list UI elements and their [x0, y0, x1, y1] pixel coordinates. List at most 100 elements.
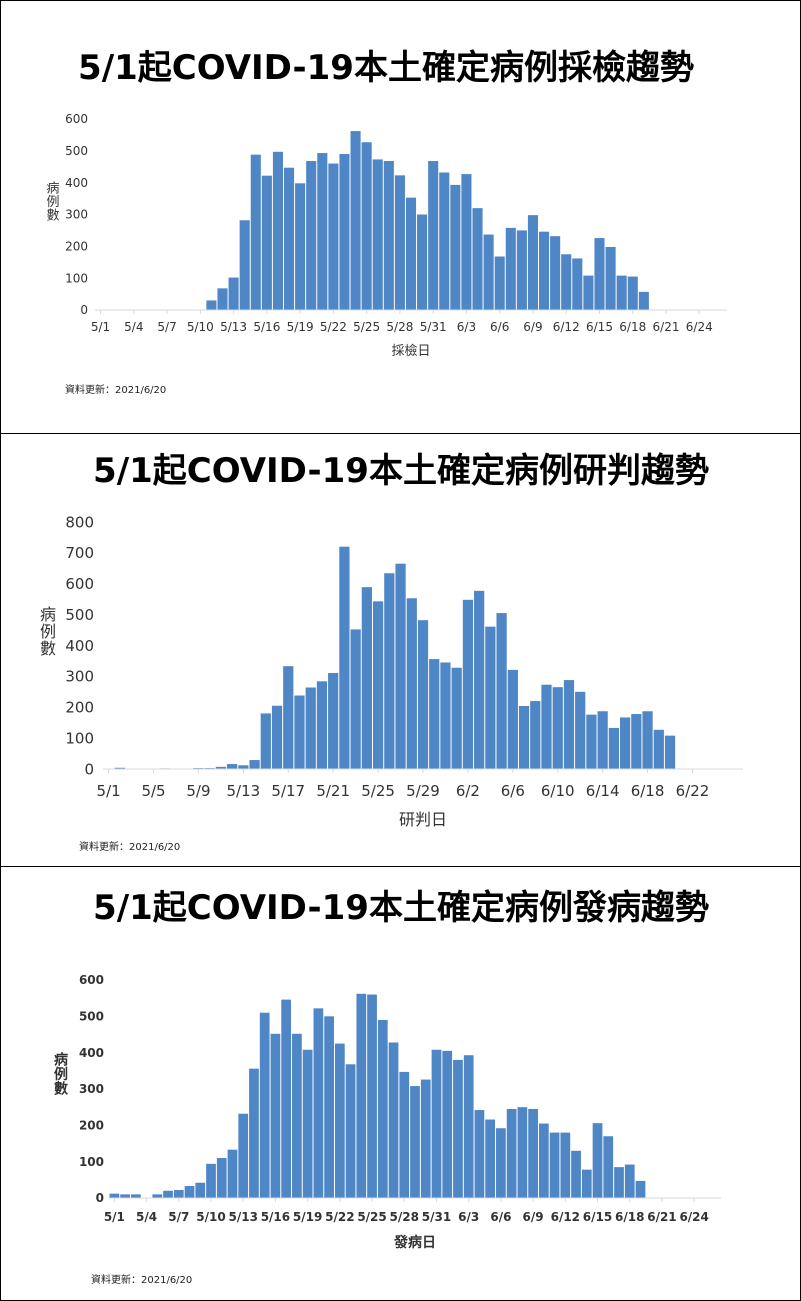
bar [440, 662, 451, 769]
x-tick-label: 5/16 [261, 1210, 290, 1224]
bar [653, 729, 664, 769]
bar [339, 154, 350, 310]
bar [549, 1132, 560, 1198]
bar [249, 1068, 259, 1198]
bar [302, 1049, 313, 1198]
bar [505, 227, 516, 310]
bar [605, 246, 616, 310]
bar [530, 701, 541, 769]
bar [417, 214, 428, 310]
y-tick-label: 300 [79, 1082, 104, 1096]
bar [616, 275, 627, 310]
data-update-note: 資料更新：2021/6/20 [79, 840, 180, 853]
y-tick-label: 300 [65, 668, 94, 686]
bar [324, 1016, 334, 1198]
x-tick-label: 5/13 [220, 320, 247, 334]
bar [552, 687, 563, 769]
y-axis-title: 病例數 [54, 1051, 68, 1097]
x-tick-label: 6/14 [586, 782, 620, 800]
x-tick-label: 6/24 [686, 320, 713, 334]
y-tick-label: 100 [65, 729, 94, 747]
bar [173, 1190, 184, 1198]
bar [420, 1079, 431, 1198]
bar [206, 1163, 216, 1198]
bar [345, 1064, 356, 1198]
bar [614, 1167, 624, 1198]
y-tick-label: 400 [79, 1046, 104, 1060]
x-tick-label: 6/6 [490, 320, 509, 334]
x-tick-label: 6/22 [676, 782, 710, 800]
bar [271, 705, 283, 769]
bar [597, 711, 608, 769]
chart-svg-diagnosis: 5/1起COVID-19本土確定病例研判趨勢 0 100 200 300 400 500 60… [40, 451, 743, 853]
y-tick-label: 100 [79, 1155, 104, 1169]
x-tick-label: 5/7 [157, 320, 176, 334]
bar [130, 1194, 141, 1198]
x-tick-label: 6/15 [586, 320, 613, 334]
y-tick-label: 200 [65, 240, 88, 254]
bar [594, 238, 605, 310]
bar [575, 691, 586, 769]
x-tick-label: 5/29 [406, 782, 440, 800]
bar [328, 163, 339, 310]
bar [395, 563, 406, 769]
bar [517, 1107, 528, 1198]
bar [631, 714, 642, 769]
bar [453, 1059, 463, 1198]
bar [216, 1158, 227, 1198]
y-tick-label: 500 [79, 1010, 104, 1024]
chart-title: 5/1起COVID-19本土確定病例發病趨勢 [93, 888, 709, 928]
x-tick-label: 5/13 [228, 1210, 257, 1224]
bar [496, 613, 507, 769]
bar [642, 711, 653, 769]
x-tick-label: 5/13 [227, 782, 261, 800]
x-tick-label: 5/25 [353, 320, 380, 334]
chart-panel-onset: 5/1起COVID-19本土確定病例發病趨勢 0 100 200 300 400 500 60… [0, 866, 801, 1301]
y-tick-label: 500 [65, 606, 94, 624]
x-tick-label: 5/1 [104, 1210, 125, 1224]
chart-svg-sampling: 5/1起COVID-19本土確定病例採檢趨勢 0 100 200 300 400 500 60… [46, 48, 727, 396]
x-tick-label: 6/21 [647, 1210, 676, 1224]
bar [550, 236, 561, 310]
bar [227, 1149, 238, 1198]
bar [431, 1049, 442, 1198]
bar [581, 1169, 592, 1198]
bar [528, 1108, 538, 1198]
x-tick-label: 5/28 [386, 320, 413, 334]
bar [217, 288, 228, 310]
data-update-note: 資料更新：2021/6/20 [91, 1273, 192, 1286]
y-tick-label: 600 [79, 973, 104, 987]
x-tick-label: 5/5 [141, 782, 165, 800]
bar [394, 175, 405, 310]
x-tick-label: 5/17 [271, 782, 305, 800]
bar [506, 1108, 517, 1198]
bar [410, 1086, 420, 1198]
bar [560, 1132, 571, 1198]
x-tick-label: 5/31 [420, 320, 447, 334]
bar [356, 993, 367, 1198]
bar [313, 1008, 324, 1198]
x-tick-label: 6/6 [501, 782, 525, 800]
y-tick-label: 100 [65, 271, 88, 285]
x-tick-label: 5/22 [325, 1210, 354, 1224]
y-tick-label: 400 [65, 176, 88, 190]
bar [483, 234, 494, 310]
x-tick-label: 6/12 [553, 320, 580, 334]
bar [184, 1186, 195, 1198]
x-tick-label: 5/25 [361, 782, 395, 800]
bar [451, 667, 462, 769]
x-tick-label: 5/1 [97, 782, 121, 800]
bar [377, 1019, 388, 1198]
bar [195, 1182, 206, 1198]
bar [250, 154, 261, 310]
bar [283, 167, 295, 310]
bar [259, 1012, 270, 1198]
bar [474, 590, 485, 769]
bar [367, 994, 377, 1198]
x-tick-label: 6/3 [457, 320, 476, 334]
bar [461, 174, 472, 310]
x-tick-label: 5/4 [136, 1210, 157, 1224]
x-tick-label: 5/16 [253, 320, 280, 334]
bar [238, 765, 249, 769]
bar [518, 706, 530, 769]
